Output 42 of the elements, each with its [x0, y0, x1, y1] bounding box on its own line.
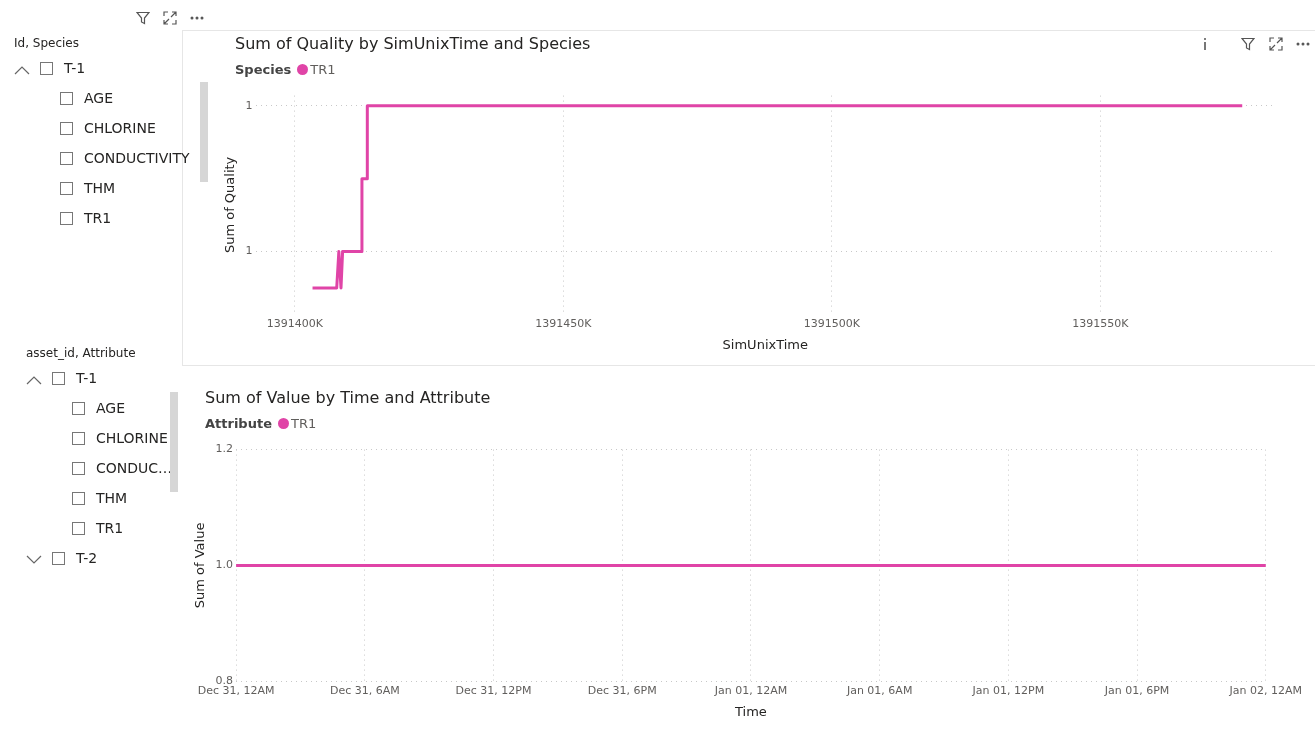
text: AGE [96, 400, 126, 416]
x-tick-label: 1391500K [803, 316, 861, 330]
text: AGE [84, 90, 114, 106]
text: TR1 [96, 520, 124, 536]
legend-title: Species [235, 62, 292, 77]
chart-title: Sum of Quality by SimUnixTime and Species [235, 34, 591, 53]
x-tick-label: 1391400K [266, 316, 324, 330]
x-tick-label: Jan 01, 6PM [1103, 683, 1170, 697]
text: THM [84, 180, 116, 196]
x-axis-title: SimUnixTime [722, 336, 808, 352]
y-axis-title: Sum of Value [192, 522, 208, 609]
text: T-1 [64, 60, 86, 76]
x-tick-label: Jan 01, 12AM [713, 683, 788, 697]
legend-label: TR1 [290, 416, 317, 431]
legend-label: TR1 [310, 62, 336, 77]
x-tick-label: 1391450K [535, 316, 593, 330]
chart-title: Sum of Value by Time and Attribute [205, 388, 491, 407]
x-tick-label: Jan 02, 12AM [1228, 683, 1303, 697]
text: T-2 [76, 550, 98, 566]
x-tick-label: Dec 31, 6PM [587, 683, 657, 697]
y-tick-label: 1.0 [215, 558, 234, 572]
y-tick-label: 1 [245, 98, 253, 112]
text: asset_id, Attribute [26, 346, 136, 360]
y-axis-title: Sum of Quality [222, 156, 238, 254]
x-tick-label: Dec 31, 12AM [197, 683, 275, 697]
text: CONDUCTIVITY [84, 150, 190, 166]
text: CHLORINE [96, 430, 168, 446]
x-tick-label: Dec 31, 6AM [329, 683, 400, 697]
text: Id, Species [14, 36, 79, 50]
text: T-1 [76, 370, 98, 386]
text: CONDUC… [96, 460, 173, 476]
x-axis-title: Time [734, 703, 767, 719]
x-tick-label: 1391550K [1072, 316, 1130, 330]
x-tick-label: Dec 31, 12PM [455, 683, 532, 697]
y-tick-label: 1 [245, 244, 253, 258]
text: TR1 [84, 210, 112, 226]
text: CHLORINE [84, 120, 156, 136]
text: THM [96, 490, 128, 506]
x-tick-label: Jan 01, 12PM [971, 683, 1045, 697]
y-tick-label: 1.2 [215, 442, 234, 456]
legend-title: Attribute [205, 416, 272, 431]
x-tick-label: Jan 01, 6AM [845, 683, 913, 697]
